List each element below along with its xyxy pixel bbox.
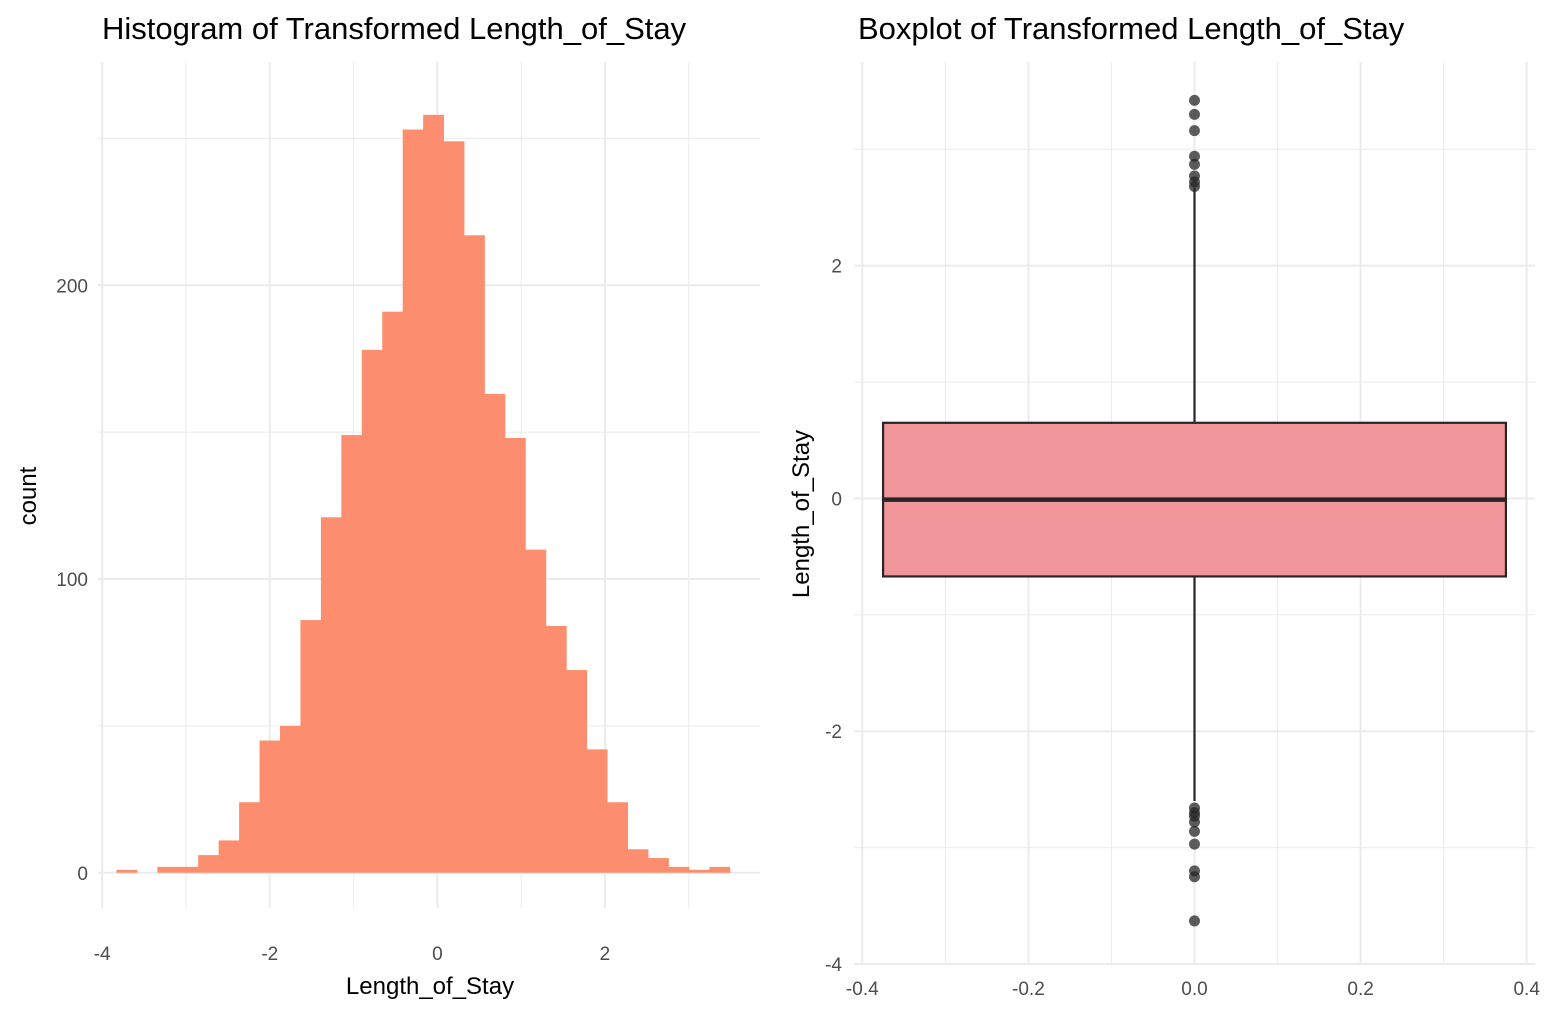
histogram-bar bbox=[627, 849, 649, 873]
histogram-bar bbox=[688, 869, 710, 873]
histogram-bar bbox=[607, 802, 628, 873]
histogram-bar bbox=[709, 866, 731, 873]
boxplot-outlier-point bbox=[1189, 94, 1200, 106]
histogram-x-tick-label: -4 bbox=[94, 944, 111, 965]
histogram-bar bbox=[341, 435, 363, 873]
histogram-x-tick-label: 2 bbox=[600, 944, 611, 965]
histogram-bar bbox=[402, 129, 424, 873]
boxplot-x-tick-label: 0.2 bbox=[1347, 979, 1373, 1000]
histogram-bar bbox=[177, 866, 199, 873]
boxplot-y-axis-title: Length_of_Stay bbox=[788, 430, 815, 598]
boxplot-outlier-point bbox=[1189, 108, 1200, 120]
boxplot-outlier-point bbox=[1189, 816, 1200, 828]
histogram-bars bbox=[116, 114, 731, 873]
boxplot-x-tick-label: -0.4 bbox=[846, 979, 879, 1000]
histogram-bar bbox=[198, 855, 220, 873]
histogram-y-tick-label: 0 bbox=[77, 864, 88, 885]
histogram-bar bbox=[239, 802, 260, 873]
histogram-bar bbox=[116, 869, 138, 873]
histogram-bar bbox=[280, 725, 301, 873]
boxplot-y-tick-labels: -4 -2 0 2 bbox=[825, 257, 842, 976]
boxplot-title: Boxplot of Transformed Length_of_Stay bbox=[858, 11, 1405, 46]
histogram-bar bbox=[668, 866, 690, 873]
boxplot-outlier-point bbox=[1189, 871, 1200, 883]
boxplot-outlier-point bbox=[1189, 915, 1200, 927]
histogram-x-tick-labels: -4 -2 0 2 bbox=[94, 944, 611, 965]
boxplot-y-tick-label: 2 bbox=[831, 257, 842, 278]
boxplot-x-tick-labels: -0.4 -0.2 0.0 0.2 0.4 bbox=[846, 979, 1540, 1000]
boxplot-y-tick-label: -2 bbox=[825, 722, 842, 743]
histogram-bar bbox=[423, 114, 444, 873]
boxplot-outlier-point bbox=[1189, 181, 1200, 193]
histogram-title: Histogram of Transformed Length_of_Stay bbox=[102, 11, 687, 46]
histogram-bar bbox=[566, 670, 588, 873]
boxplot-x-tick-label: 0.0 bbox=[1181, 979, 1207, 1000]
boxplot-y-tick-label: 0 bbox=[831, 489, 842, 510]
boxplot-y-tick-label: -4 bbox=[825, 955, 842, 976]
histogram-y-tick-label: 200 bbox=[56, 276, 88, 297]
histogram-bar bbox=[320, 517, 342, 873]
histogram-panel: -4 -2 0 2 0 100 200 Histogram of Transformed … bbox=[15, 11, 760, 1000]
histogram-bar bbox=[648, 858, 669, 873]
histogram-bar bbox=[259, 740, 281, 873]
boxplot-outlier-point bbox=[1189, 150, 1200, 162]
histogram-bar bbox=[525, 549, 547, 873]
boxplot-marks bbox=[881, 94, 1508, 927]
histogram-bar bbox=[504, 438, 526, 873]
boxplot-x-tick-label: -0.2 bbox=[1012, 979, 1045, 1000]
histogram-bar bbox=[300, 620, 322, 873]
histogram-bar bbox=[545, 626, 567, 873]
histogram-bar bbox=[484, 393, 506, 873]
histogram-bar bbox=[586, 749, 608, 873]
boxplot-outlier-point bbox=[1189, 158, 1200, 170]
histogram-y-tick-label: 100 bbox=[56, 570, 88, 591]
histogram-bar bbox=[218, 840, 240, 873]
histogram-bar bbox=[464, 235, 485, 873]
histogram-x-tick-label: -2 bbox=[261, 944, 278, 965]
histogram-bar bbox=[443, 141, 465, 873]
boxplot-outlier-point bbox=[1189, 825, 1200, 837]
histogram-x-tick-label: 0 bbox=[432, 944, 443, 965]
histogram-y-tick-labels: 0 100 200 bbox=[56, 276, 88, 885]
boxplot-outlier-point bbox=[1189, 125, 1200, 137]
boxplot-panel: -0.4 -0.2 0.0 0.2 0.4 -4 -2 0 2 Boxplot of Tran… bbox=[788, 11, 1540, 1000]
boxplot-outlier-point bbox=[1189, 838, 1200, 850]
histogram-bar bbox=[361, 349, 383, 873]
histogram-y-axis-title: count bbox=[15, 466, 42, 525]
boxplot-x-tick-label: 0.4 bbox=[1513, 979, 1540, 1000]
histogram-bar bbox=[382, 311, 404, 873]
histogram-bar bbox=[157, 866, 179, 873]
histogram-x-axis-title: Length_of_Stay bbox=[346, 973, 514, 1000]
